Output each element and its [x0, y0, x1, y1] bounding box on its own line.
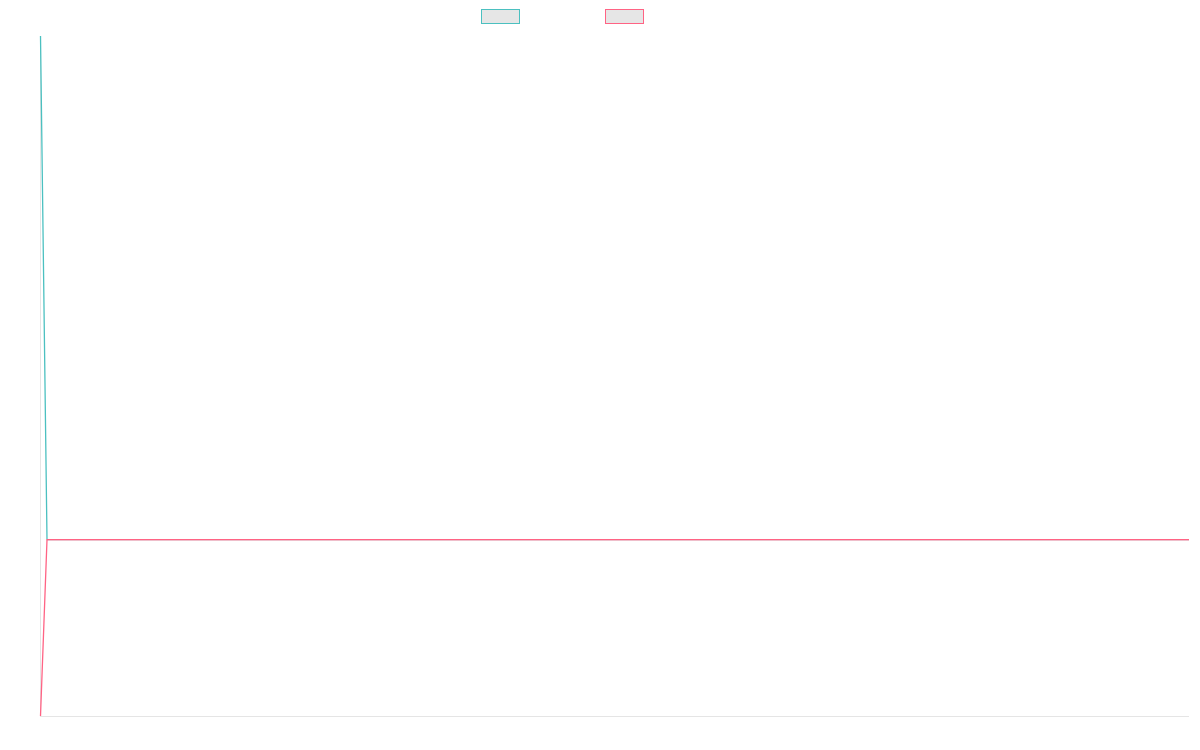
series-line-2: [39, 539, 1189, 717]
series-line-1: [39, 35, 1189, 541]
legend: [0, 9, 1200, 27]
series-layer: [39, 35, 1189, 717]
legend-swatch-series-1[interactable]: [481, 9, 520, 24]
legend-swatch-series-2[interactable]: [605, 9, 644, 24]
